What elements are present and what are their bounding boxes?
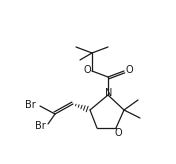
Text: N: N <box>105 88 113 98</box>
Text: O: O <box>83 65 91 75</box>
Text: O: O <box>125 65 133 75</box>
Text: O: O <box>114 128 122 138</box>
Text: Br: Br <box>25 100 36 110</box>
Text: Br: Br <box>35 121 46 131</box>
